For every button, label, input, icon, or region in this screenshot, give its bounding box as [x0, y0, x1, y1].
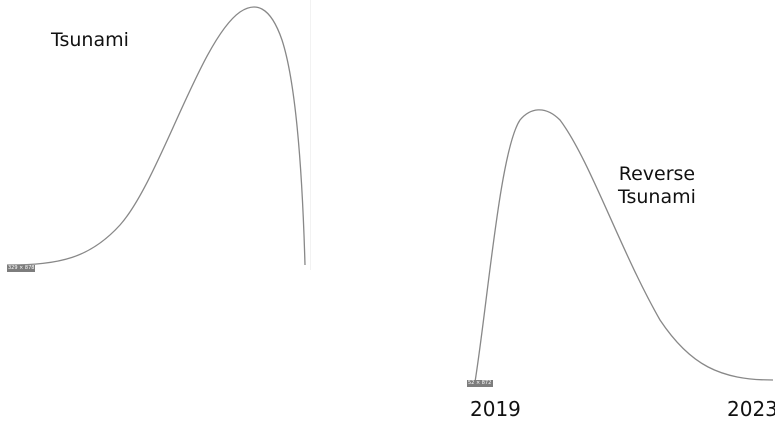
reverse-label-line2: Tsunami	[618, 186, 696, 208]
year-start-label: 2019	[470, 397, 521, 421]
reverse-tsunami-label: Reverse Tsunami	[618, 163, 696, 209]
tsunami-curve	[6, 6, 306, 266]
reverse-label-line1: Reverse	[618, 163, 696, 185]
tsunami-label: Tsunami	[51, 29, 129, 51]
year-end-label: 2023	[727, 397, 775, 421]
reverse-tsunami-curve	[474, 109, 774, 383]
dimension-badge-left: 329 × 878	[7, 265, 35, 272]
panel-divider	[310, 0, 311, 270]
dimension-badge-right: 52 × 872	[467, 380, 493, 387]
